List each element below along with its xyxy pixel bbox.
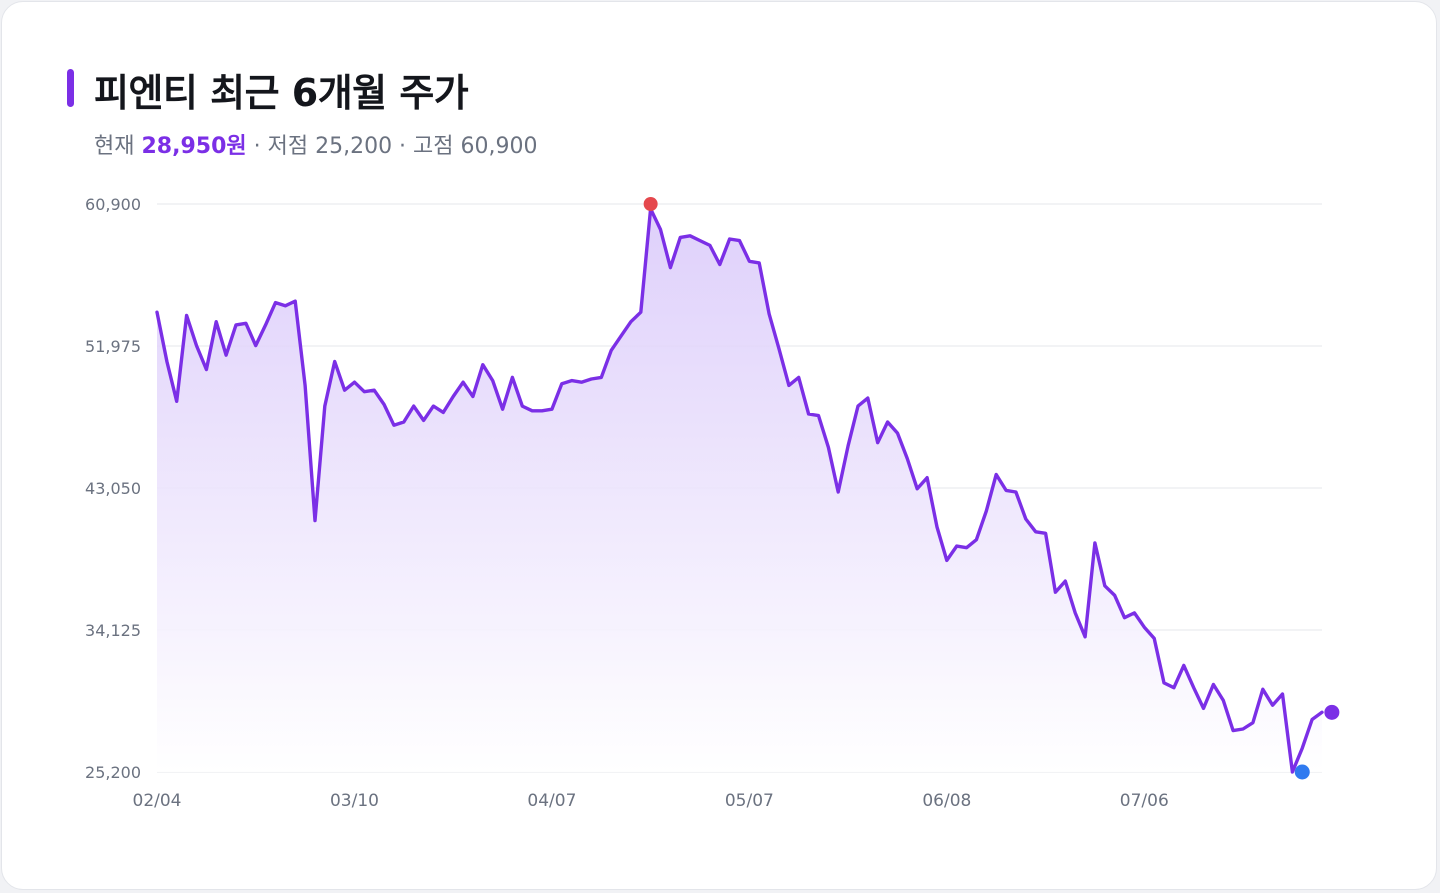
x-tick-label: 05/07 bbox=[725, 791, 774, 811]
price-area bbox=[157, 208, 1322, 773]
y-tick-label: 51,975 bbox=[85, 337, 141, 356]
y-tick-label: 25,200 bbox=[85, 763, 141, 782]
high-point-marker bbox=[643, 197, 658, 211]
x-tick-label: 03/10 bbox=[330, 791, 379, 811]
x-tick-label: 07/06 bbox=[1120, 791, 1169, 811]
y-axis: 60,900 51,975 43,050 34,125 25,200 bbox=[85, 195, 141, 782]
current-label: 현재 bbox=[94, 134, 135, 159]
high-price: 고점 60,900 bbox=[413, 134, 538, 159]
low-point-marker bbox=[1294, 764, 1310, 780]
markers bbox=[643, 197, 1340, 780]
x-axis: 02/04 03/10 04/07 05/07 06/08 07/06 bbox=[133, 791, 1169, 811]
x-tick-label: 02/04 bbox=[133, 791, 182, 811]
y-tick-label: 60,900 bbox=[85, 195, 141, 214]
low-price: 저점 25,200 bbox=[267, 134, 393, 159]
separator: · bbox=[392, 134, 414, 159]
price-line bbox=[155, 207, 1324, 774]
chart-title: 피엔티 최근 6개월 주가 bbox=[94, 71, 469, 115]
separator: · bbox=[246, 134, 268, 159]
title-accent-bar bbox=[67, 69, 74, 107]
x-tick-label: 04/07 bbox=[527, 791, 576, 811]
y-tick-label: 43,050 bbox=[85, 479, 141, 498]
current-point-marker bbox=[1324, 704, 1340, 720]
y-tick-label: 34,125 bbox=[85, 621, 141, 640]
current-price: 28,950원 bbox=[141, 134, 247, 159]
x-tick-label: 06/08 bbox=[922, 791, 971, 811]
price-summary: 현재 28,950원 · 저점 25,200 · 고점 60,900 bbox=[94, 128, 538, 160]
